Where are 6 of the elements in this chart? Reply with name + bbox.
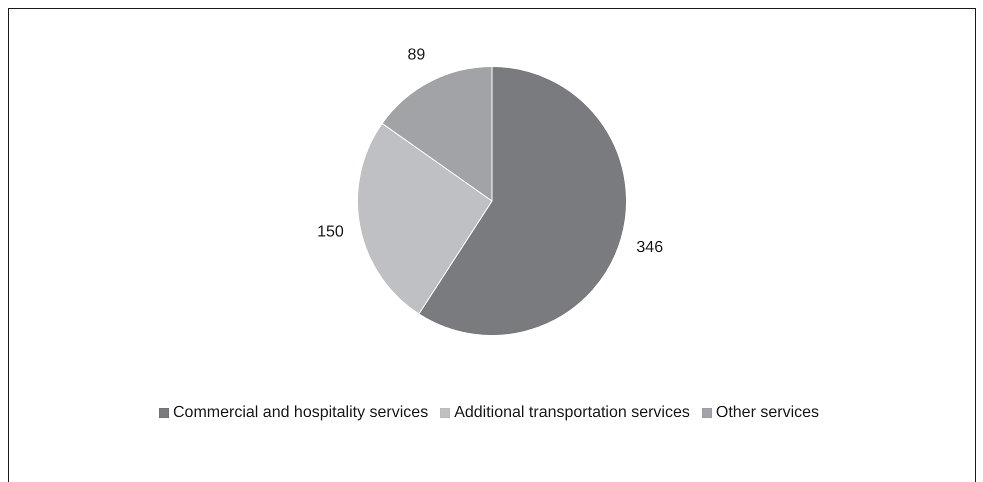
- legend-label: Additional transportation services: [454, 404, 690, 422]
- legend-label: Other services: [716, 404, 820, 422]
- data-label: 346: [636, 239, 664, 256]
- data-label: 89: [407, 46, 426, 64]
- data-label: 150: [317, 224, 344, 241]
- legend-label: Commercial and hospitality services: [173, 404, 428, 422]
